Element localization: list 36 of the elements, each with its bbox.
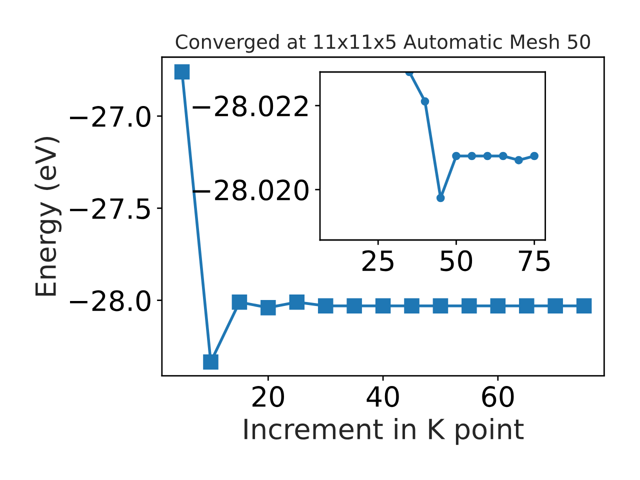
- point: [530, 152, 539, 160]
- point: [483, 152, 492, 160]
- point: [514, 156, 523, 164]
- point: [404, 298, 420, 314]
- point: [498, 152, 508, 160]
- point: [420, 97, 430, 106]
- chart-title: Converged at 11x11x5 Automatic Mesh 50: [176, 34, 590, 53]
- point: [518, 298, 534, 314]
- x-tick-label: 50: [440, 250, 472, 272]
- point: [452, 152, 460, 160]
- point: [490, 298, 506, 314]
- y-tick-label: −28.022: [192, 96, 308, 117]
- point: [432, 298, 448, 314]
- point: [318, 298, 334, 314]
- x-tick-label: 75: [518, 250, 550, 272]
- x-tick-label: 40: [366, 386, 399, 408]
- point: [462, 298, 477, 314]
- x-axis-title: Increment in K point: [244, 418, 524, 445]
- x-tick-label: 25: [362, 250, 394, 272]
- x-tick-label: 60: [482, 386, 514, 408]
- y-axis-title: Energy (eV): [34, 136, 62, 296]
- point: [468, 152, 476, 160]
- point: [289, 294, 305, 310]
- point: [436, 194, 445, 202]
- point: [260, 300, 276, 316]
- point: [576, 298, 592, 314]
- point: [346, 298, 362, 314]
- point: [174, 64, 190, 80]
- y-tick-label: −27.0: [70, 106, 150, 128]
- y-tick-label: −28.0: [70, 290, 150, 312]
- x-tick-label: 20: [252, 386, 284, 408]
- point: [375, 298, 391, 314]
- y-tick-label: −27.5: [70, 198, 150, 220]
- point: [548, 298, 563, 314]
- point: [232, 294, 248, 310]
- point: [203, 354, 218, 370]
